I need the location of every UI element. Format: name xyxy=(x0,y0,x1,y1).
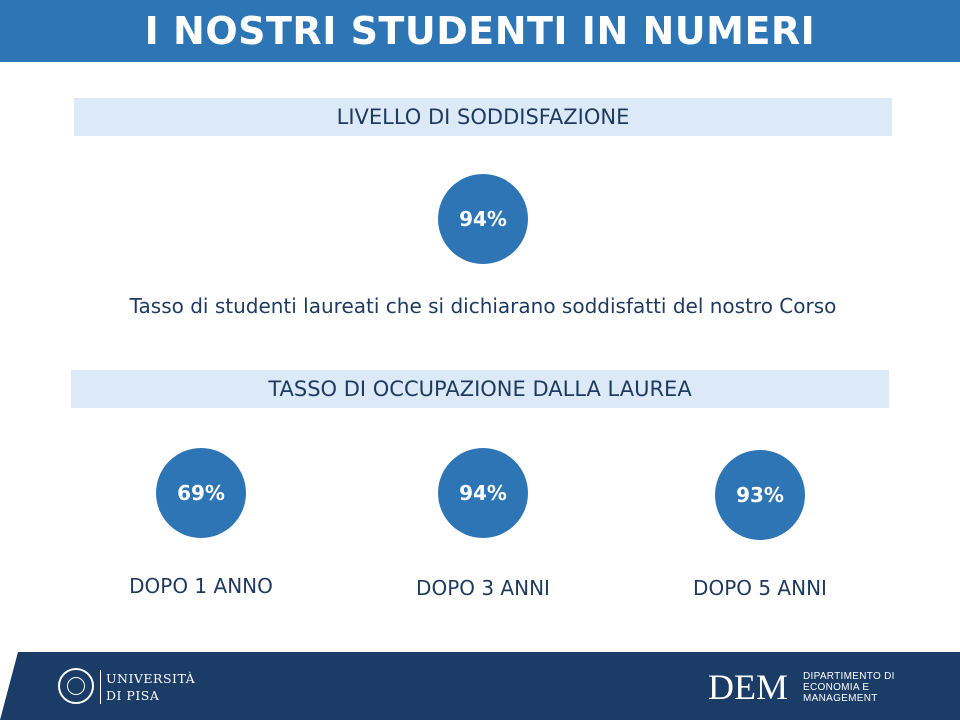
university-seal-icon xyxy=(58,668,94,704)
title-bar: I NOSTRI STUDENTI IN NUMERI xyxy=(0,0,960,62)
employment-3-years-label: DOPO 3 ANNI xyxy=(416,576,550,600)
university-logo-divider xyxy=(100,670,101,704)
dem-logo-text: DIPARTIMENTO DI ECONOMIA E MANAGEMENT xyxy=(803,671,895,704)
page-title: I NOSTRI STUDENTI IN NUMERI xyxy=(144,9,816,53)
footer-bar xyxy=(0,652,960,720)
employment-3-years-circle: 94% xyxy=(438,448,528,538)
dem-logo-line2: ECONOMIA E xyxy=(803,682,870,693)
dem-logo-line1: DIPARTIMENTO DI xyxy=(803,671,895,682)
employment-5-years-label: DOPO 5 ANNI xyxy=(693,576,827,600)
satisfaction-value-circle: 94% xyxy=(438,174,528,264)
employment-1-year-circle: 69% xyxy=(156,448,246,538)
employment-1-year-label: DOPO 1 ANNO xyxy=(129,574,273,598)
satisfaction-description: Tasso di studenti laureati che si dichia… xyxy=(129,294,837,318)
university-logo-line1: UNIVERSITÀ xyxy=(106,671,196,686)
employment-heading: TASSO DI OCCUPAZIONE DALLA LAUREA xyxy=(71,370,889,408)
university-logo-text: UNIVERSITÀ DI PISA xyxy=(106,670,195,704)
satisfaction-heading: LIVELLO DI SODDISFAZIONE xyxy=(74,98,892,136)
employment-5-years-circle: 93% xyxy=(715,450,805,540)
dem-logo-mark: DEM xyxy=(708,667,788,707)
university-logo-line2: DI PISA xyxy=(106,688,160,703)
dem-logo-line3: MANAGEMENT xyxy=(803,693,878,704)
